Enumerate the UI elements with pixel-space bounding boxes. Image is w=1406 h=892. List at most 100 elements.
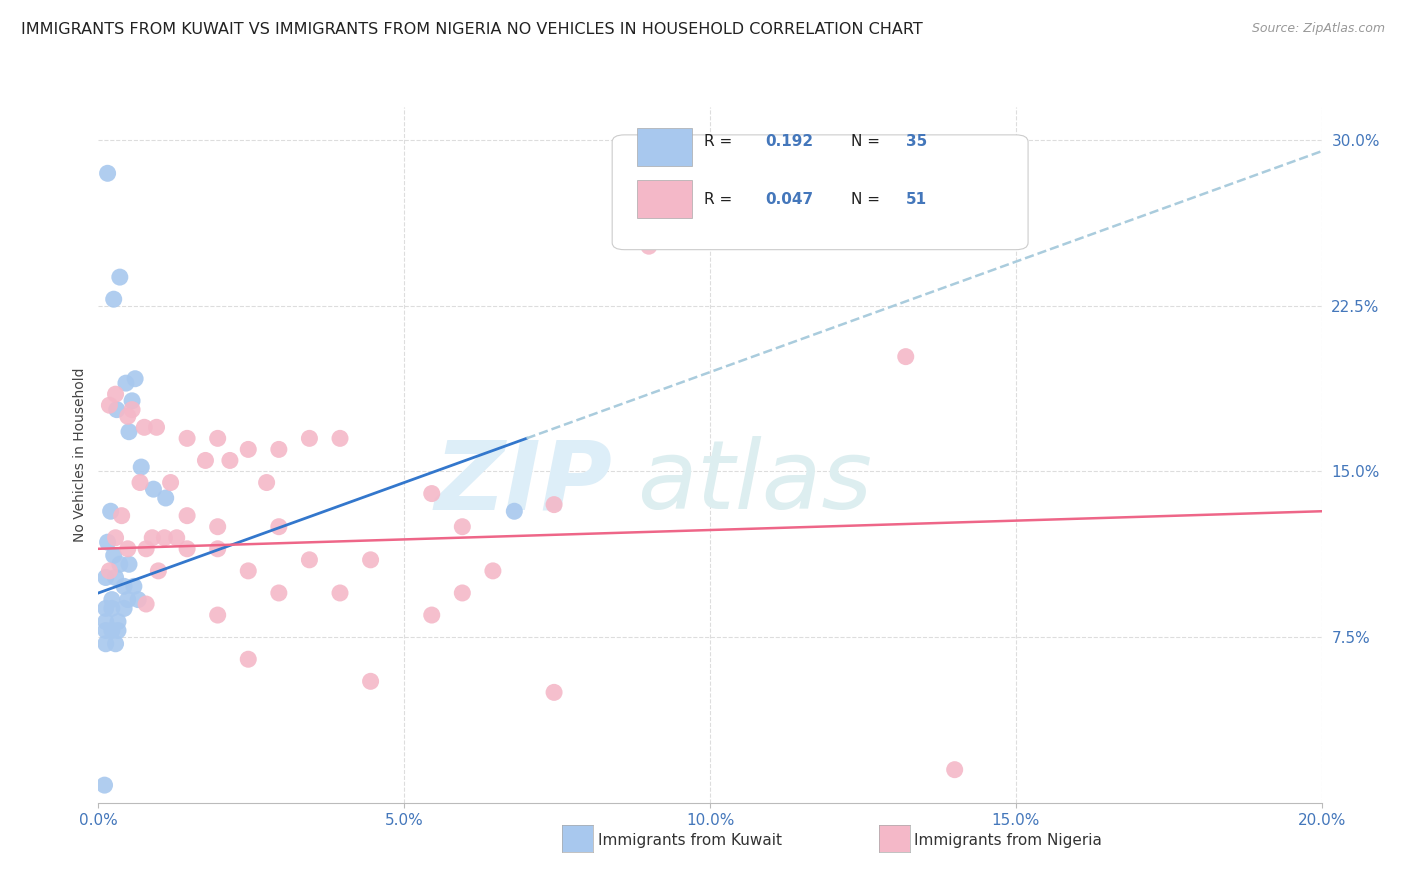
Text: N =: N = bbox=[851, 192, 884, 207]
Point bbox=[298, 431, 321, 445]
Point bbox=[101, 592, 124, 607]
Text: IMMIGRANTS FROM KUWAIT VS IMMIGRANTS FROM NIGERIA NO VEHICLES IN HOUSEHOLD CORRE: IMMIGRANTS FROM KUWAIT VS IMMIGRANTS FRO… bbox=[21, 22, 922, 37]
Point bbox=[238, 564, 260, 578]
Point bbox=[103, 292, 125, 306]
Point bbox=[329, 431, 352, 445]
Point bbox=[111, 508, 134, 523]
Point bbox=[122, 579, 145, 593]
Text: Immigrants from Nigeria: Immigrants from Nigeria bbox=[914, 833, 1102, 847]
Point bbox=[207, 541, 229, 556]
Point bbox=[124, 372, 146, 386]
Text: 0.047: 0.047 bbox=[765, 192, 813, 207]
Point bbox=[118, 558, 141, 572]
Point bbox=[543, 498, 565, 512]
Point bbox=[94, 570, 117, 584]
Point bbox=[956, 217, 979, 231]
Point bbox=[108, 270, 131, 285]
Point bbox=[207, 608, 229, 623]
Point bbox=[176, 431, 198, 445]
Point bbox=[115, 376, 138, 391]
Point bbox=[94, 624, 117, 638]
Point bbox=[135, 541, 157, 556]
Text: 0.192: 0.192 bbox=[765, 135, 813, 149]
Point bbox=[155, 491, 177, 505]
Point bbox=[98, 564, 121, 578]
Point bbox=[360, 553, 382, 567]
Point bbox=[94, 601, 117, 615]
Point bbox=[97, 535, 120, 549]
Text: N =: N = bbox=[851, 135, 884, 149]
Point bbox=[121, 402, 143, 417]
Point bbox=[451, 586, 474, 600]
Point bbox=[94, 615, 117, 629]
Point bbox=[121, 393, 143, 408]
Point bbox=[134, 420, 156, 434]
Point bbox=[267, 519, 290, 533]
Point bbox=[207, 431, 229, 445]
Point bbox=[503, 504, 526, 518]
Point bbox=[112, 579, 135, 593]
Point bbox=[104, 570, 127, 584]
Text: 35: 35 bbox=[905, 135, 927, 149]
Point bbox=[104, 531, 127, 545]
Point bbox=[107, 615, 129, 629]
Point bbox=[420, 608, 443, 623]
Point bbox=[451, 519, 474, 533]
Point bbox=[135, 597, 157, 611]
Point bbox=[176, 541, 198, 556]
Point bbox=[148, 564, 170, 578]
Text: R =: R = bbox=[704, 192, 737, 207]
Point bbox=[129, 475, 152, 490]
Point bbox=[329, 586, 352, 600]
Point bbox=[101, 624, 124, 638]
Point bbox=[207, 519, 229, 533]
Point bbox=[166, 531, 188, 545]
Point bbox=[108, 558, 131, 572]
Point bbox=[298, 553, 321, 567]
Point bbox=[93, 778, 115, 792]
Point bbox=[267, 586, 290, 600]
Point bbox=[943, 763, 966, 777]
Point bbox=[219, 453, 242, 467]
Point bbox=[129, 460, 152, 475]
Point bbox=[105, 402, 128, 417]
Text: Source: ZipAtlas.com: Source: ZipAtlas.com bbox=[1251, 22, 1385, 36]
Text: atlas: atlas bbox=[637, 436, 872, 529]
Point bbox=[94, 637, 117, 651]
Point bbox=[894, 350, 917, 364]
Point bbox=[127, 592, 149, 607]
Point bbox=[238, 652, 260, 666]
Text: ZIP: ZIP bbox=[434, 436, 612, 529]
Point bbox=[97, 166, 120, 180]
Point bbox=[117, 409, 139, 424]
Point bbox=[141, 531, 163, 545]
Y-axis label: No Vehicles in Household: No Vehicles in Household bbox=[73, 368, 87, 542]
Point bbox=[117, 541, 139, 556]
Point bbox=[267, 442, 290, 457]
Point bbox=[103, 549, 125, 563]
Point bbox=[482, 564, 505, 578]
Point bbox=[153, 531, 176, 545]
Point bbox=[98, 398, 121, 412]
Point bbox=[256, 475, 278, 490]
Point bbox=[543, 685, 565, 699]
Bar bbox=[637, 180, 692, 219]
Point bbox=[145, 420, 167, 434]
Point bbox=[238, 442, 260, 457]
Bar bbox=[637, 128, 692, 166]
Point bbox=[638, 239, 661, 253]
Point bbox=[142, 482, 165, 496]
Text: Immigrants from Kuwait: Immigrants from Kuwait bbox=[598, 833, 782, 847]
Point bbox=[104, 387, 127, 401]
Text: 51: 51 bbox=[905, 192, 927, 207]
Point bbox=[100, 504, 122, 518]
Point bbox=[176, 508, 198, 523]
FancyBboxPatch shape bbox=[612, 135, 1028, 250]
Text: R =: R = bbox=[704, 135, 737, 149]
Point bbox=[107, 624, 129, 638]
Point bbox=[117, 592, 139, 607]
Point bbox=[118, 425, 141, 439]
Point bbox=[360, 674, 382, 689]
Point bbox=[420, 486, 443, 500]
Point bbox=[101, 601, 124, 615]
